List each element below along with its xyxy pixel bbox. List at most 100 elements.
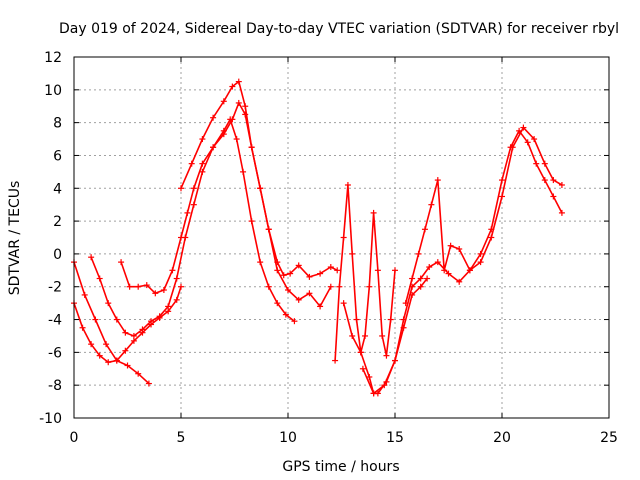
x-tick-label: 25 [600, 430, 618, 446]
data-point [265, 283, 272, 290]
data-point [178, 283, 184, 290]
data-point [334, 267, 341, 274]
data-point [434, 177, 441, 184]
data-point [148, 318, 155, 325]
series-arc-8 [359, 127, 565, 397]
data-point [96, 275, 103, 282]
data-point [220, 131, 227, 138]
data-point [173, 296, 180, 303]
data-point [477, 259, 484, 266]
data-point [400, 316, 407, 323]
data-point [533, 160, 540, 167]
data-point [248, 218, 255, 225]
data-point [113, 357, 120, 364]
data-point [499, 177, 505, 184]
y-tick-label: -6 [48, 345, 62, 361]
data-point [122, 347, 129, 354]
data-point [188, 160, 195, 167]
x-tick-label: 15 [386, 430, 404, 446]
y-tick-label: 8 [53, 116, 62, 132]
data-point [558, 209, 565, 216]
data-point [165, 303, 172, 310]
data-point [541, 177, 548, 184]
series-line [180, 80, 332, 308]
data-point [199, 136, 206, 143]
data-point [130, 332, 137, 339]
data-point [424, 275, 431, 282]
data-point [184, 209, 191, 216]
y-axis-label: SDTVAR / TECUs [7, 181, 23, 296]
data-point [366, 283, 373, 290]
data-point [426, 264, 433, 271]
data-point [81, 291, 88, 298]
data-point [92, 316, 99, 323]
series-arc-4 [118, 99, 341, 297]
x-tick-label: 20 [493, 430, 511, 446]
data-point [441, 267, 448, 274]
chart-title: Day 019 of 2024, Sidereal Day-to-day VTE… [59, 21, 619, 37]
data-point [349, 250, 356, 257]
data-point [317, 303, 324, 310]
data-point [357, 349, 364, 356]
data-point [550, 193, 557, 200]
x-tick-label: 5 [177, 430, 186, 446]
data-point [327, 283, 334, 290]
data-point [229, 83, 236, 90]
data-point [257, 259, 264, 266]
data-point [274, 300, 281, 307]
data-point [295, 296, 302, 303]
data-point [362, 332, 369, 339]
data-point [178, 234, 184, 241]
data-point [509, 144, 516, 151]
data-point [370, 390, 377, 397]
data-point [79, 324, 86, 331]
data-point [210, 144, 217, 151]
series-line [362, 130, 563, 395]
data-point [306, 273, 313, 280]
data-point [381, 382, 388, 389]
y-tick-label: -2 [48, 280, 62, 296]
data-point [287, 270, 294, 277]
data-point [96, 352, 103, 359]
data-point [541, 160, 548, 167]
data-point [417, 283, 424, 290]
data-point [383, 352, 390, 359]
series-line [404, 126, 563, 304]
data-point [332, 357, 339, 364]
data-point [143, 282, 150, 289]
data-point [235, 78, 242, 85]
data-point [295, 262, 302, 269]
data-point [118, 259, 125, 266]
y-tick-label: 0 [53, 247, 62, 263]
data-point [280, 272, 287, 279]
series-line [342, 278, 428, 395]
y-tick-label: 12 [44, 50, 62, 66]
data-point [370, 209, 377, 216]
data-point [466, 267, 473, 274]
data-point [282, 311, 289, 318]
data-point [152, 290, 159, 297]
y-tick-label: -4 [48, 313, 62, 329]
series-arc-6 [332, 181, 398, 364]
data-point [353, 316, 360, 323]
data-point [229, 116, 236, 123]
data-point [415, 250, 422, 257]
data-point [456, 245, 463, 252]
data-point [103, 341, 110, 348]
data-point [421, 226, 428, 233]
data-point [349, 332, 356, 339]
data-point [317, 270, 324, 277]
data-point [387, 316, 394, 323]
data-point [145, 380, 152, 387]
data-point [122, 329, 129, 336]
data-point [558, 181, 565, 188]
data-point [105, 359, 112, 366]
data-point [524, 139, 531, 146]
data-point [173, 275, 180, 282]
data-point [499, 193, 505, 200]
data-point [477, 250, 484, 257]
data-point [235, 99, 242, 106]
data-point [220, 98, 227, 105]
data-point [169, 267, 176, 274]
data-point [434, 259, 441, 266]
